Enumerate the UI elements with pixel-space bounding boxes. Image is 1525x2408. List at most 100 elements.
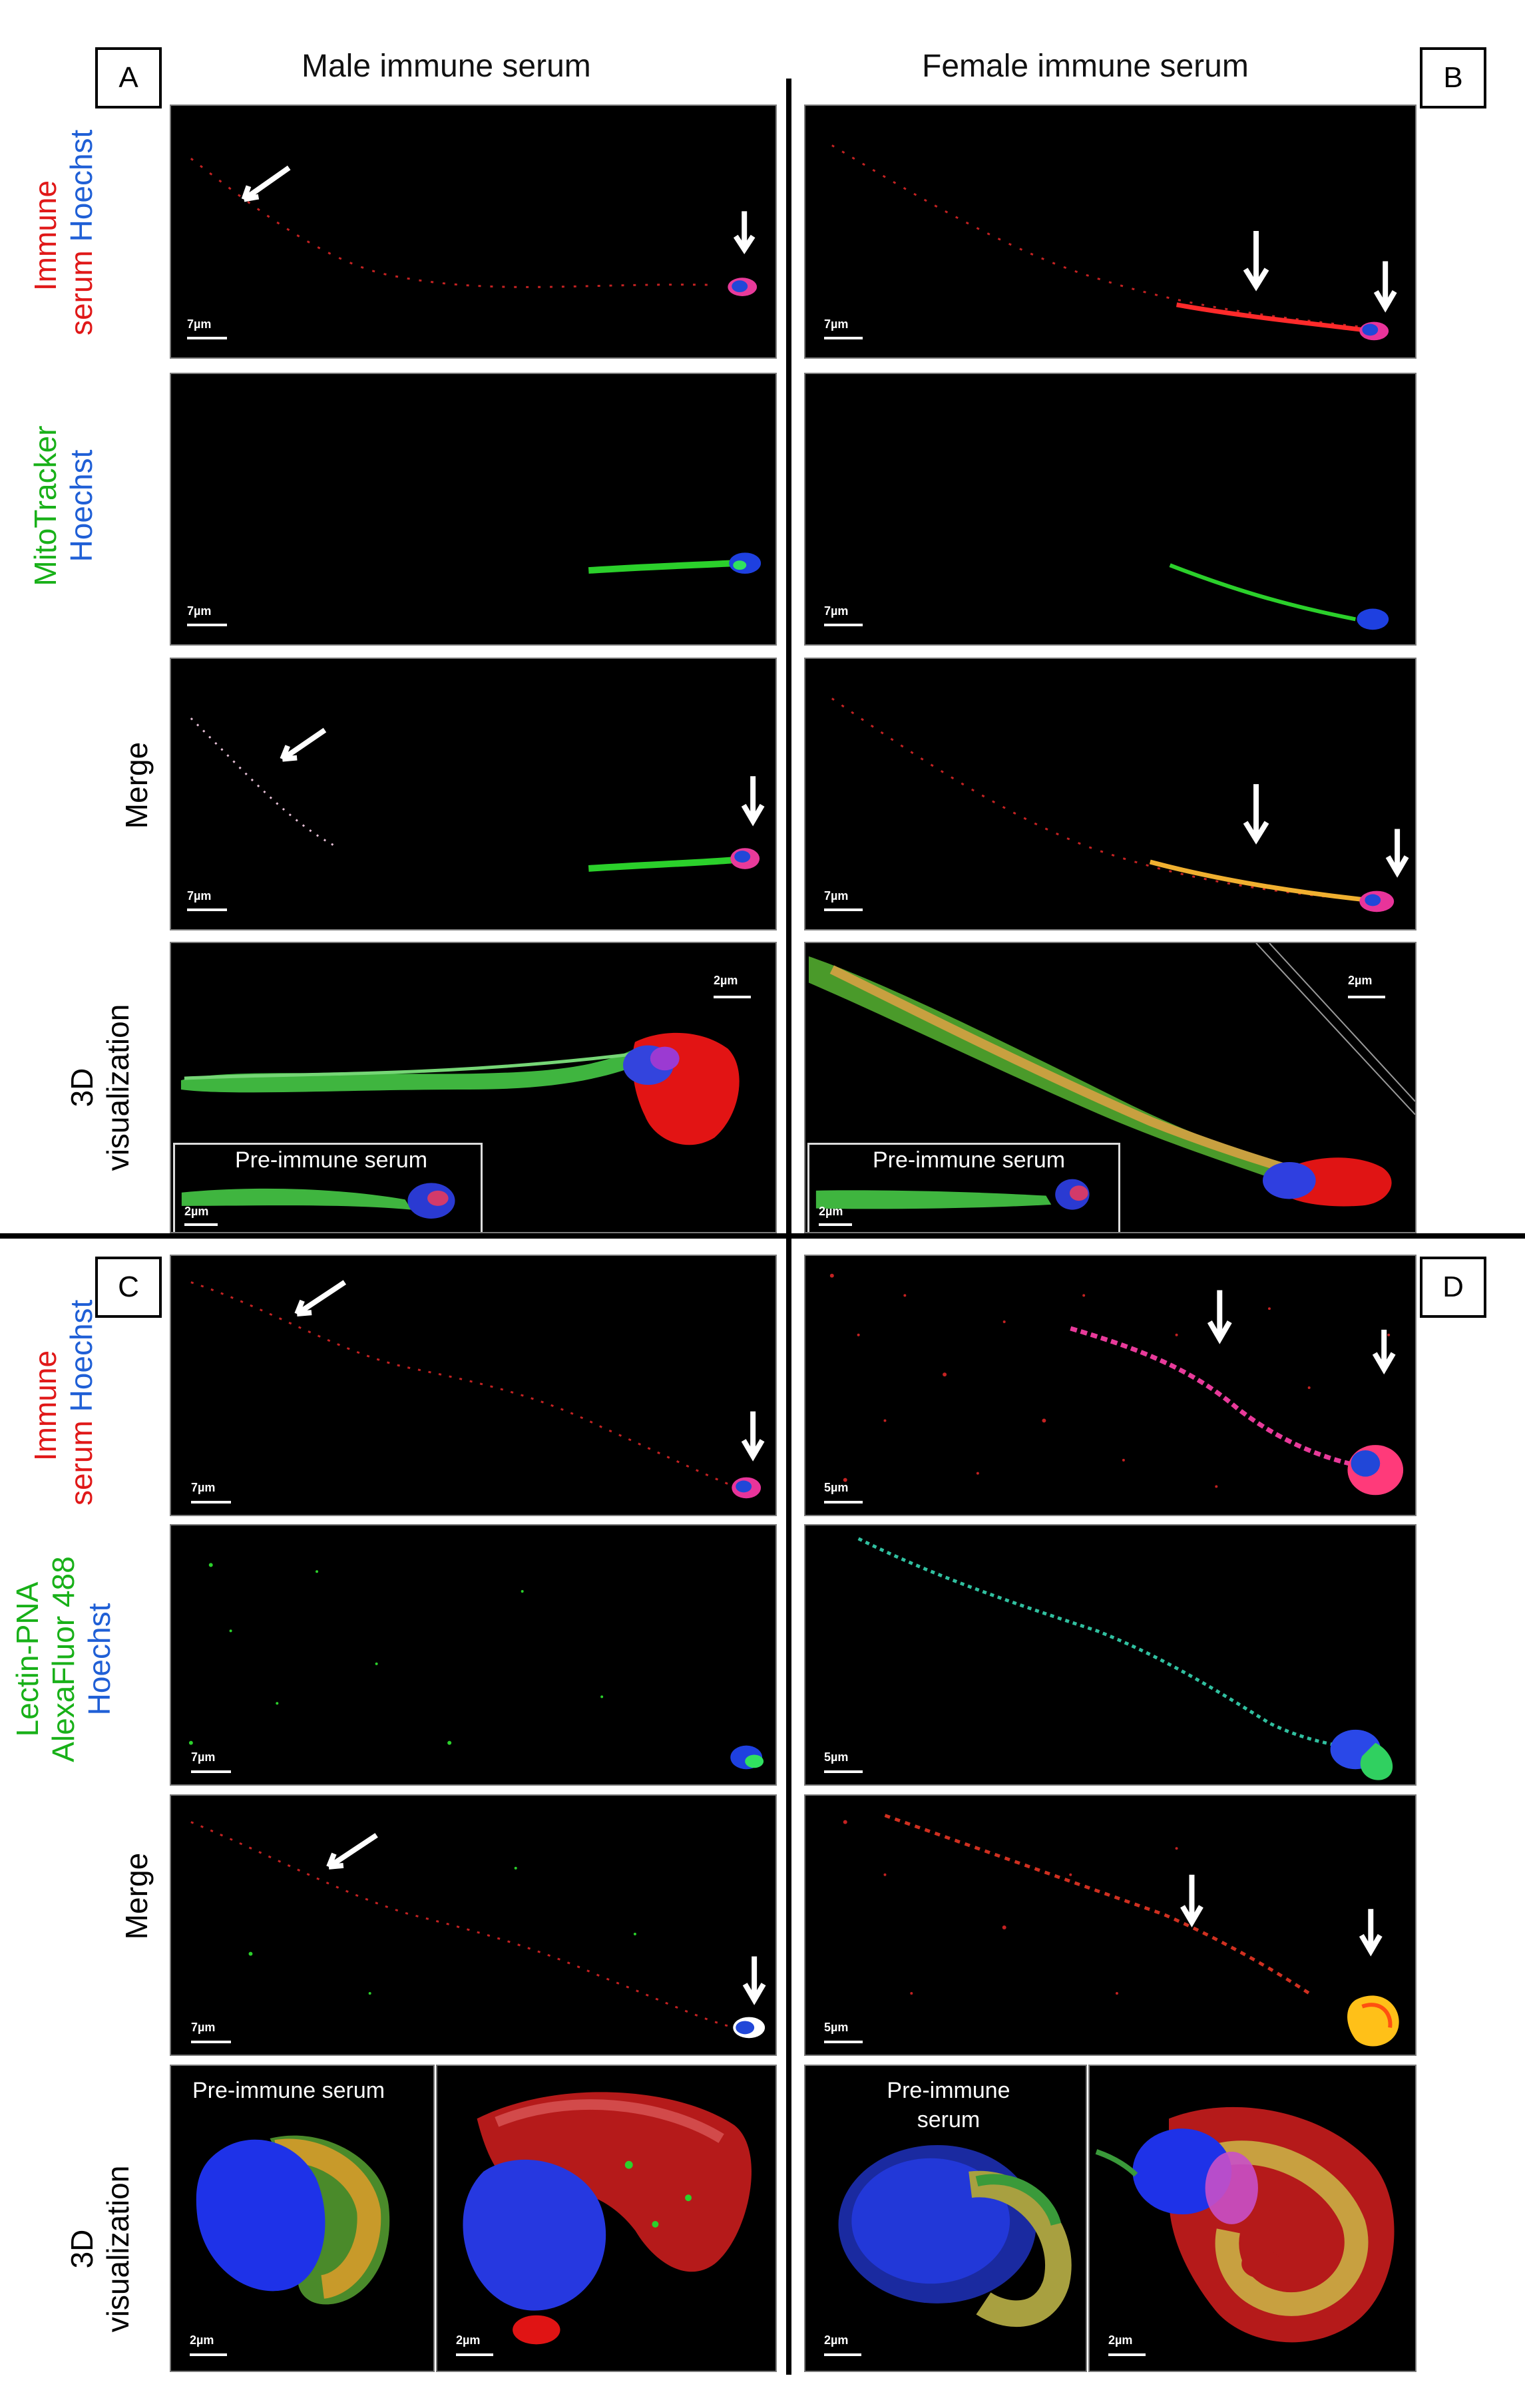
label-hoechst: Hoechst <box>82 1603 116 1716</box>
scale-bar-label: 7µm <box>824 889 849 903</box>
scale-bar <box>187 337 227 339</box>
panel-b-immune-hoechst: 7µm <box>804 104 1416 359</box>
panel-c-immune-hoechst: 7µm <box>170 1255 777 1516</box>
scale-bar <box>191 2041 231 2043</box>
row-label-merge-top: Merge <box>118 719 154 852</box>
micrograph <box>829 1273 1404 1496</box>
label-3d: 3D <box>65 2229 99 2269</box>
pre-immune-inset: Pre-immune serum 2µm <box>173 1143 483 1232</box>
inset-label: Pre-immune serum <box>873 1147 1066 1173</box>
scale-bar <box>187 908 227 911</box>
label-serum: serum <box>64 1420 99 1505</box>
panel-c-merge: 7µm <box>170 1794 777 2056</box>
label-immune: Immune <box>28 180 63 292</box>
micrograph <box>190 1280 765 1499</box>
panel-letter-b: B <box>1420 47 1486 108</box>
scale-bar <box>714 996 751 998</box>
scale-bar-label: 7µm <box>191 1481 216 1494</box>
panel-b-3d-visualization: 2µm Pre-immune serum 2µm <box>804 942 1416 1233</box>
label-immune: Immune <box>28 1350 63 1462</box>
micrograph <box>190 717 765 872</box>
pre-immune-inset: Pre-immune serum 2µm <box>807 1143 1120 1232</box>
micrograph <box>831 144 1397 341</box>
scale-bar <box>187 624 227 626</box>
micrograph <box>843 1814 1399 2047</box>
panel-a-merge: 7µm <box>170 658 777 930</box>
inset-render <box>815 1179 1090 1210</box>
micrograph <box>831 698 1409 912</box>
panel-d-immune-hoechst: 5µm <box>804 1255 1416 1516</box>
panel-a-3d-visualization: 2µm Pre-immune serum 2µm <box>170 942 777 1233</box>
panel-b-merge: 7µm <box>804 658 1416 930</box>
panel-a-mitotracker-hoechst: 7µm <box>170 373 777 646</box>
scale-bar-label: 7µm <box>187 317 212 331</box>
inset-render <box>181 1183 455 1219</box>
scale-bar <box>824 2041 863 2043</box>
scale-bar-label: 7µm <box>191 1750 216 1764</box>
micrograph <box>1169 563 1389 630</box>
row-label-mitotracker-hoechst: MitoTracker Hoechst <box>27 399 99 612</box>
panel-letter-d: D <box>1420 1257 1486 1318</box>
scale-bar-label: 7µm <box>824 604 849 618</box>
micrograph <box>188 1563 764 1770</box>
scale-bar <box>1348 996 1385 998</box>
scale-bar-label: 2µm <box>456 2333 481 2347</box>
micrograph <box>190 157 758 296</box>
3d-render <box>180 1032 740 1145</box>
panel-d-merge: 5µm <box>804 1794 1416 2056</box>
label-hoechst: Hoechst <box>64 449 99 562</box>
panel-letter-a: A <box>95 47 162 108</box>
3d-render <box>808 943 1415 1207</box>
scale-bar-label: 2µm <box>190 2333 214 2347</box>
panel-c-3d-pre-immune: Pre-immune serum 2µm <box>170 2065 435 2372</box>
micrograph <box>588 552 762 574</box>
panel-c-lectin-hoechst: 7µm <box>170 1524 777 1786</box>
inset-label: Pre-immune serum <box>192 2078 385 2103</box>
row-label-3d-bottom: 3D visualization <box>64 2136 136 2362</box>
micrograph <box>857 1537 1393 1780</box>
scale-bar <box>191 1770 231 1773</box>
scale-bar-label: 5µm <box>824 1750 849 1764</box>
scale-bar <box>824 908 863 911</box>
scale-bar-label: 2µm <box>824 2333 849 2347</box>
row-label-immune-hoechst-top: Immune serum Hoechst <box>27 130 99 335</box>
scale-bar <box>190 2353 227 2356</box>
panel-d-3d-pre-immune: Pre-immune serum 2µm <box>804 2065 1087 2372</box>
label-lectin: Lectin-PNA <box>10 1581 45 1737</box>
panel-d-3d-immune: 2µm <box>1088 2065 1416 2372</box>
scale-bar-label: 7µm <box>187 889 212 903</box>
scale-bar-label: 7µm <box>187 604 212 618</box>
scale-bar-label: 5µm <box>824 1481 849 1494</box>
scale-bar <box>824 1501 863 1504</box>
label-hoechst: Hoechst <box>64 129 99 242</box>
inset-label-line2: serum <box>917 2107 980 2132</box>
panel-letter-c: C <box>95 1257 162 1318</box>
label-merge: Merge <box>119 1852 154 1940</box>
label-visualization: visualization <box>101 2165 135 2333</box>
row-label-3d-top: 3D visualization <box>64 974 136 1201</box>
3d-render <box>1095 2107 1395 2343</box>
scale-bar <box>456 2353 493 2356</box>
3d-render <box>463 2092 752 2345</box>
label-mitotracker: MitoTracker <box>28 425 63 586</box>
scale-bar <box>824 624 863 626</box>
horizontal-divider <box>0 1233 1525 1239</box>
3d-render <box>838 2144 1072 2327</box>
3d-render <box>196 2135 390 2305</box>
scale-bar-label: 2µm <box>819 1205 843 1218</box>
label-hoechst: Hoechst <box>64 1299 99 1412</box>
micrograph <box>190 1821 766 2039</box>
scale-bar <box>1108 2353 1146 2356</box>
panel-c-3d-immune: 2µm <box>436 2065 777 2372</box>
label-alexa: AlexaFluor 488 <box>46 1556 81 1762</box>
row-label-lectin-alexa-hoechst: Lectin-PNA AlexaFluor 488 Hoechst <box>9 1526 117 1792</box>
inset-label: Pre-immune serum <box>235 1147 428 1173</box>
label-visualization: visualization <box>101 1004 135 1171</box>
row-label-merge-bottom: Merge <box>118 1830 154 1963</box>
scale-bar <box>191 1501 231 1504</box>
row-label-immune-hoechst-bottom: Immune serum Hoechst <box>27 1300 99 1505</box>
scale-bar-label: 2µm <box>714 974 738 987</box>
scale-bar <box>819 1223 852 1226</box>
scale-bar-label: 5µm <box>824 2021 849 2034</box>
